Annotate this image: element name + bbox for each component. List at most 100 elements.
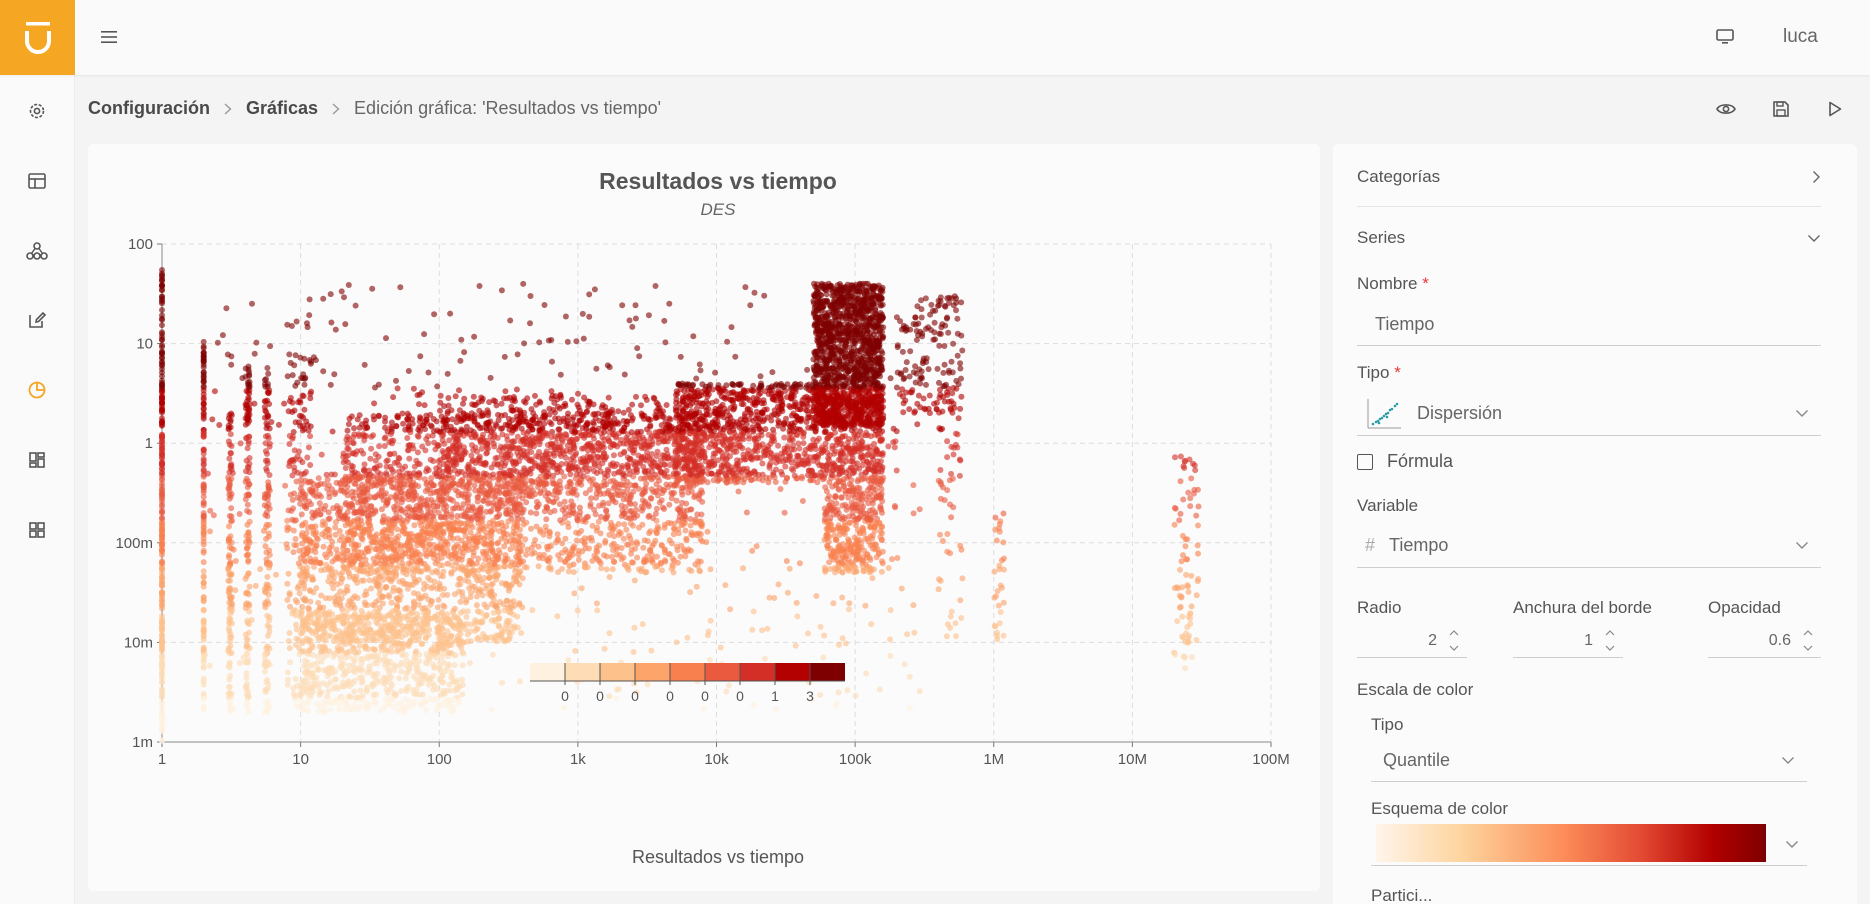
data-point (265, 482, 272, 489)
data-point (159, 547, 165, 554)
data-point (200, 704, 207, 711)
data-point (661, 506, 668, 512)
data-point (243, 670, 250, 677)
data-point (658, 567, 665, 574)
save-button[interactable] (1768, 96, 1794, 122)
data-point (302, 496, 309, 503)
data-point (427, 541, 433, 548)
data-point (403, 687, 410, 694)
data-point (339, 557, 346, 564)
data-point (412, 699, 419, 706)
data-point (422, 707, 429, 714)
x-tick-label: 100M (1252, 751, 1290, 768)
breadcrumb-graficas[interactable]: Gráficas (246, 98, 319, 118)
data-point (242, 365, 249, 372)
data-point (653, 527, 660, 534)
data-point (431, 517, 438, 524)
user-name[interactable]: luca (1783, 26, 1818, 47)
data-point (427, 651, 434, 658)
data-point (425, 681, 432, 688)
data-point (265, 390, 272, 397)
data-point (329, 538, 336, 545)
breadcrumb-configuracion[interactable]: Configuración (88, 98, 210, 118)
data-point (421, 698, 427, 705)
preview-button[interactable] (1713, 96, 1739, 122)
data-point (292, 693, 298, 700)
data-point (264, 496, 271, 503)
data-point (382, 651, 389, 658)
data-point (494, 521, 501, 528)
data-point (351, 425, 357, 432)
data-point (479, 619, 486, 626)
data-point (286, 441, 293, 447)
data-point (356, 627, 363, 634)
sidebar-item-dashboards[interactable] (18, 441, 56, 479)
data-point (356, 492, 363, 499)
data-point (200, 619, 207, 626)
data-point (336, 528, 343, 534)
data-point (569, 551, 576, 558)
data-point (287, 359, 294, 366)
data-point (315, 482, 322, 489)
data-point (537, 528, 544, 535)
sidebar-item-settings[interactable] (18, 92, 56, 130)
data-point (654, 448, 661, 455)
data-point (424, 504, 431, 511)
data-point (354, 476, 360, 483)
data-point (481, 601, 488, 608)
data-point (352, 637, 359, 644)
data-point (605, 468, 612, 475)
data-point (430, 499, 437, 506)
data-point (245, 551, 252, 558)
data-point (670, 569, 677, 576)
data-point (265, 681, 272, 688)
data-point (159, 623, 165, 630)
app-logo[interactable] (0, 0, 75, 75)
data-point (159, 475, 165, 482)
sidebar-item-grid[interactable] (18, 511, 56, 549)
data-point (324, 526, 331, 533)
data-point (200, 583, 207, 590)
data-point (402, 696, 409, 703)
data-point (368, 503, 375, 510)
data-point (244, 600, 250, 607)
data-point (610, 452, 617, 459)
data-point (596, 502, 603, 509)
data-point (200, 568, 207, 575)
data-point (518, 630, 525, 636)
data-point (265, 533, 272, 540)
data-point (159, 551, 165, 558)
data-point (501, 607, 508, 614)
sidebar-item-models[interactable] (18, 232, 56, 270)
data-point (246, 411, 253, 418)
run-button[interactable] (1822, 96, 1848, 122)
data-point (444, 664, 451, 671)
data-point (225, 485, 232, 492)
data-point (159, 354, 165, 361)
monitor-button[interactable] (1712, 24, 1738, 50)
sidebar-item-edit[interactable] (18, 301, 56, 339)
data-point (427, 456, 434, 463)
sidebar-item-charts[interactable] (18, 371, 56, 409)
data-point (516, 554, 523, 561)
data-point (245, 591, 252, 598)
data-point (450, 696, 457, 703)
data-point (662, 549, 669, 556)
data-point (448, 669, 455, 676)
data-point (404, 410, 411, 417)
x-tick-label: 10M (1118, 751, 1147, 768)
data-point (459, 662, 466, 669)
data-point (263, 645, 270, 652)
data-point (244, 416, 251, 423)
data-point (301, 381, 308, 388)
save-icon (1773, 101, 1789, 117)
data-point (407, 660, 414, 667)
sidebar-item-tables[interactable] (18, 162, 56, 200)
data-point (329, 572, 336, 579)
data-point (382, 490, 389, 497)
data-point (305, 699, 312, 706)
data-point (200, 460, 207, 467)
data-point (428, 475, 435, 482)
menu-button[interactable] (97, 26, 121, 48)
data-point (387, 627, 393, 634)
